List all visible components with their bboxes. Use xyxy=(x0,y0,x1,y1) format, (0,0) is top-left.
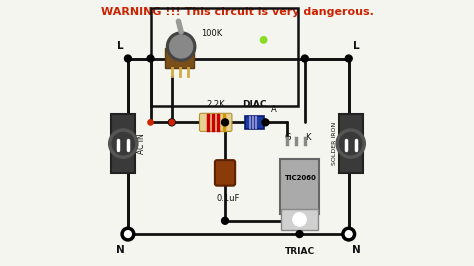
Circle shape xyxy=(166,32,196,61)
Circle shape xyxy=(339,132,362,155)
Circle shape xyxy=(343,228,355,240)
Text: G: G xyxy=(285,133,292,142)
Text: 100K: 100K xyxy=(201,29,222,38)
Text: 2.2K: 2.2K xyxy=(206,99,225,109)
Circle shape xyxy=(170,35,192,58)
Circle shape xyxy=(221,217,228,224)
FancyBboxPatch shape xyxy=(200,113,232,131)
Circle shape xyxy=(147,55,154,62)
FancyBboxPatch shape xyxy=(111,114,135,173)
Text: N: N xyxy=(116,245,124,255)
Bar xyxy=(165,48,194,68)
Text: DIAC: DIAC xyxy=(242,100,266,109)
Circle shape xyxy=(125,55,131,62)
Circle shape xyxy=(168,119,175,126)
Circle shape xyxy=(296,231,303,238)
Circle shape xyxy=(169,120,174,125)
FancyBboxPatch shape xyxy=(280,159,319,214)
Circle shape xyxy=(122,228,134,240)
Circle shape xyxy=(221,119,228,126)
Circle shape xyxy=(148,120,153,125)
Text: N: N xyxy=(352,245,361,255)
Text: L: L xyxy=(117,40,123,51)
Circle shape xyxy=(293,213,306,226)
FancyBboxPatch shape xyxy=(282,209,318,230)
FancyBboxPatch shape xyxy=(339,114,363,173)
FancyBboxPatch shape xyxy=(215,160,235,186)
Circle shape xyxy=(345,55,352,62)
Circle shape xyxy=(112,132,135,155)
Text: K: K xyxy=(305,133,310,142)
Text: AC IN: AC IN xyxy=(137,133,146,154)
Text: TIC2060: TIC2060 xyxy=(285,175,317,181)
Text: WARNING !!! This circuit is very dangerous.: WARNING !!! This circuit is very dangero… xyxy=(100,7,374,17)
Text: A: A xyxy=(271,105,276,114)
Circle shape xyxy=(260,37,267,43)
Text: 0.1uF: 0.1uF xyxy=(216,194,239,203)
FancyBboxPatch shape xyxy=(245,116,264,129)
Text: L: L xyxy=(354,40,360,51)
Circle shape xyxy=(301,55,308,62)
Text: SOLDER IRON: SOLDER IRON xyxy=(332,122,337,165)
Text: TRIAC: TRIAC xyxy=(284,247,315,256)
Circle shape xyxy=(336,129,365,158)
Circle shape xyxy=(262,119,269,126)
Bar xyxy=(151,8,298,106)
Circle shape xyxy=(109,129,138,158)
